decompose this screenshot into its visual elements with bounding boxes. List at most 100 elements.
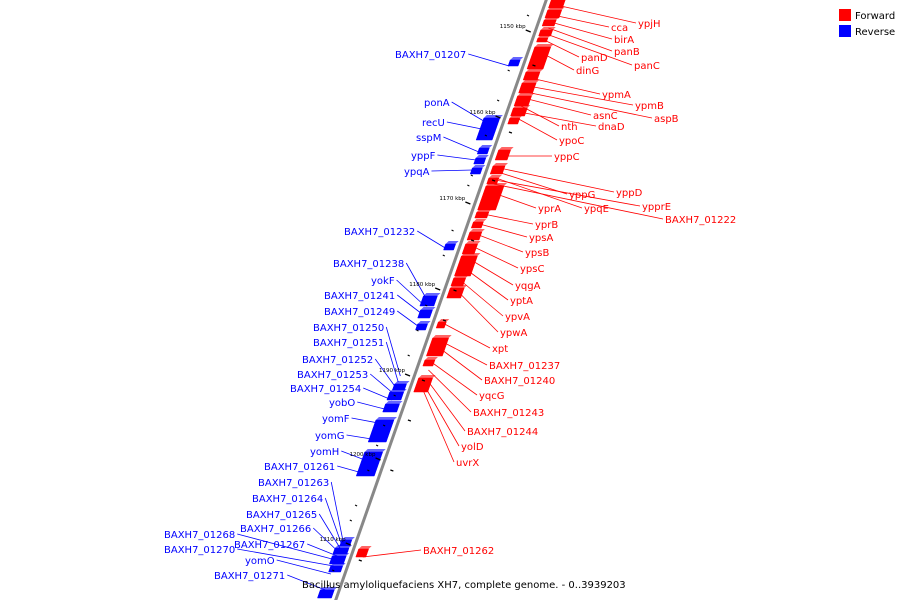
- forward-gene-block[interactable]: [489, 163, 509, 175]
- gene-label-ypsc[interactable]: ypsC: [520, 264, 544, 275]
- forward-gene-block[interactable]: [510, 105, 531, 117]
- gene-label-xpt[interactable]: xpt: [492, 344, 508, 355]
- gene-label-yold[interactable]: yolD: [461, 442, 484, 453]
- gene-label-baxh7-01264[interactable]: BAXH7_01264: [252, 494, 323, 505]
- gene-label-yomf[interactable]: yomF: [322, 414, 350, 425]
- gene-label-ding[interactable]: dinG: [576, 66, 599, 77]
- forward-gene-block[interactable]: [450, 275, 469, 287]
- gene-label-baxh7-01238[interactable]: BAXH7_01238: [333, 259, 404, 270]
- gene-label-baxh7-01267[interactable]: BAXH7_01267: [234, 540, 305, 551]
- forward-gene-block[interactable]: [477, 183, 507, 211]
- forward-gene-block[interactable]: [461, 241, 481, 255]
- forward-gene-block[interactable]: [413, 375, 436, 393]
- gene-label-baxh7-01232[interactable]: BAXH7_01232: [344, 227, 415, 238]
- gene-label-baxh7-01253[interactable]: BAXH7_01253: [297, 370, 368, 381]
- gene-label-baxh7-01254[interactable]: BAXH7_01254: [290, 384, 361, 395]
- gene-label-baxh7-01262[interactable]: BAXH7_01262: [423, 546, 494, 557]
- forward-gene-block[interactable]: [536, 35, 551, 43]
- forward-gene-block[interactable]: [454, 253, 481, 277]
- forward-gene-block[interactable]: [426, 335, 452, 357]
- reverse-gene-block[interactable]: [332, 545, 352, 555]
- gene-label-sspm[interactable]: sspM: [416, 133, 441, 144]
- gene-label-baxh7-01249[interactable]: BAXH7_01249: [324, 307, 395, 318]
- gene-label-baxh7-01265[interactable]: BAXH7_01265: [246, 510, 317, 521]
- gene-label-baxh7-01207[interactable]: BAXH7_01207: [395, 50, 466, 61]
- forward-gene-block[interactable]: [446, 285, 468, 299]
- gene-label-baxh7-01261[interactable]: BAXH7_01261: [264, 462, 335, 473]
- gene-label-baxh7-01270[interactable]: BAXH7_01270: [164, 545, 235, 556]
- gene-label-ypsa[interactable]: ypsA: [529, 233, 553, 244]
- gene-label-baxh7-01266[interactable]: BAXH7_01266: [240, 524, 311, 535]
- forward-gene-block[interactable]: [355, 546, 372, 558]
- forward-gene-block[interactable]: [494, 147, 514, 161]
- gene-label-panb[interactable]: panB: [614, 47, 640, 58]
- gene-label-yobo[interactable]: yobO: [329, 398, 355, 409]
- forward-gene-block[interactable]: [422, 357, 438, 367]
- gene-label-baxh7-01252[interactable]: BAXH7_01252: [302, 355, 373, 366]
- reverse-gene-block[interactable]: [382, 401, 403, 413]
- gene-label-baxh7-01251[interactable]: BAXH7_01251: [313, 338, 384, 349]
- gene-label-yomg[interactable]: yomG: [315, 431, 345, 442]
- reverse-gene-block[interactable]: [473, 155, 489, 165]
- gene-label-baxh7-01263[interactable]: BAXH7_01263: [258, 478, 329, 489]
- gene-label-baxh7-01237[interactable]: BAXH7_01237: [489, 361, 560, 372]
- forward-gene-block[interactable]: [526, 44, 554, 70]
- gene-label-ypta[interactable]: yptA: [510, 296, 533, 307]
- forward-gene-block[interactable]: [474, 209, 492, 219]
- reverse-gene-block[interactable]: [328, 563, 346, 573]
- gene-label-yqga[interactable]: yqgA: [515, 281, 541, 292]
- gene-label-ypoc[interactable]: ypoC: [559, 136, 584, 147]
- forward-gene-block[interactable]: [541, 17, 560, 27]
- gene-label-ypsb[interactable]: ypsB: [525, 248, 549, 259]
- gene-label-baxh7-01244[interactable]: BAXH7_01244: [467, 427, 538, 438]
- gene-label-ypma[interactable]: ypmA: [602, 90, 631, 101]
- gene-label-bira[interactable]: birA: [614, 35, 634, 46]
- gene-label-ypra[interactable]: yprA: [538, 204, 561, 215]
- reverse-gene-block[interactable]: [476, 145, 493, 155]
- forward-gene-block[interactable]: [518, 80, 540, 94]
- gene-label-yomh[interactable]: yomH: [310, 447, 339, 458]
- gene-label-ypwa[interactable]: ypwA: [500, 328, 527, 339]
- gene-label-yppre[interactable]: ypprE: [642, 202, 671, 213]
- gene-label-baxh7-01243[interactable]: BAXH7_01243: [473, 408, 544, 419]
- reverse-gene-block[interactable]: [475, 115, 503, 141]
- gene-label-yppd[interactable]: yppD: [616, 188, 643, 199]
- forward-gene-block[interactable]: [435, 319, 450, 329]
- reverse-gene-block[interactable]: [392, 381, 410, 391]
- gene-label-recu[interactable]: recU: [422, 118, 445, 129]
- forward-gene-block[interactable]: [544, 7, 565, 19]
- gene-label-panc[interactable]: panC: [634, 61, 660, 72]
- gene-label-pona[interactable]: ponA: [424, 98, 450, 109]
- gene-label-baxh7-01271[interactable]: BAXH7_01271: [214, 571, 285, 582]
- gene-label-ypqe[interactable]: ypqE: [584, 204, 609, 215]
- reverse-gene-block[interactable]: [507, 57, 524, 67]
- gene-label-yppf[interactable]: yppF: [411, 151, 436, 162]
- gene-label-ypjh[interactable]: ypjH: [638, 19, 661, 30]
- gene-label-yqcg[interactable]: yqcG: [479, 391, 505, 402]
- gene-label-baxh7-01250[interactable]: BAXH7_01250: [313, 323, 384, 334]
- gene-label-baxh7-01268[interactable]: BAXH7_01268: [164, 530, 235, 541]
- gene-label-yppg[interactable]: yppG: [569, 190, 595, 201]
- reverse-gene-block[interactable]: [443, 241, 459, 251]
- reverse-gene-block[interactable]: [329, 553, 350, 565]
- reverse-gene-block[interactable]: [367, 417, 397, 443]
- gene-label-yomo[interactable]: yomO: [245, 556, 275, 567]
- gene-label-dnad[interactable]: dnaD: [598, 122, 625, 133]
- forward-gene-block[interactable]: [507, 115, 523, 125]
- forward-gene-block[interactable]: [513, 93, 535, 107]
- gene-label-baxh7-01241[interactable]: BAXH7_01241: [324, 291, 395, 302]
- reverse-gene-block[interactable]: [417, 307, 436, 319]
- gene-label-yokf[interactable]: yokF: [371, 276, 395, 287]
- gene-label-nth[interactable]: nth: [561, 122, 578, 133]
- gene-label-aspb[interactable]: aspB: [654, 114, 679, 125]
- gene-label-baxh7-01222[interactable]: BAXH7_01222: [665, 215, 736, 226]
- gene-label-pand[interactable]: panD: [581, 53, 608, 64]
- gene-label-ypva[interactable]: ypvA: [505, 312, 530, 323]
- gene-label-cca[interactable]: cca: [611, 23, 628, 34]
- gene-label-asnc[interactable]: asnC: [593, 111, 618, 122]
- forward-gene-block[interactable]: [538, 27, 556, 37]
- reverse-gene-block[interactable]: [419, 293, 441, 307]
- reverse-gene-block[interactable]: [469, 165, 486, 175]
- gene-label-ypmb[interactable]: ypmB: [635, 101, 664, 112]
